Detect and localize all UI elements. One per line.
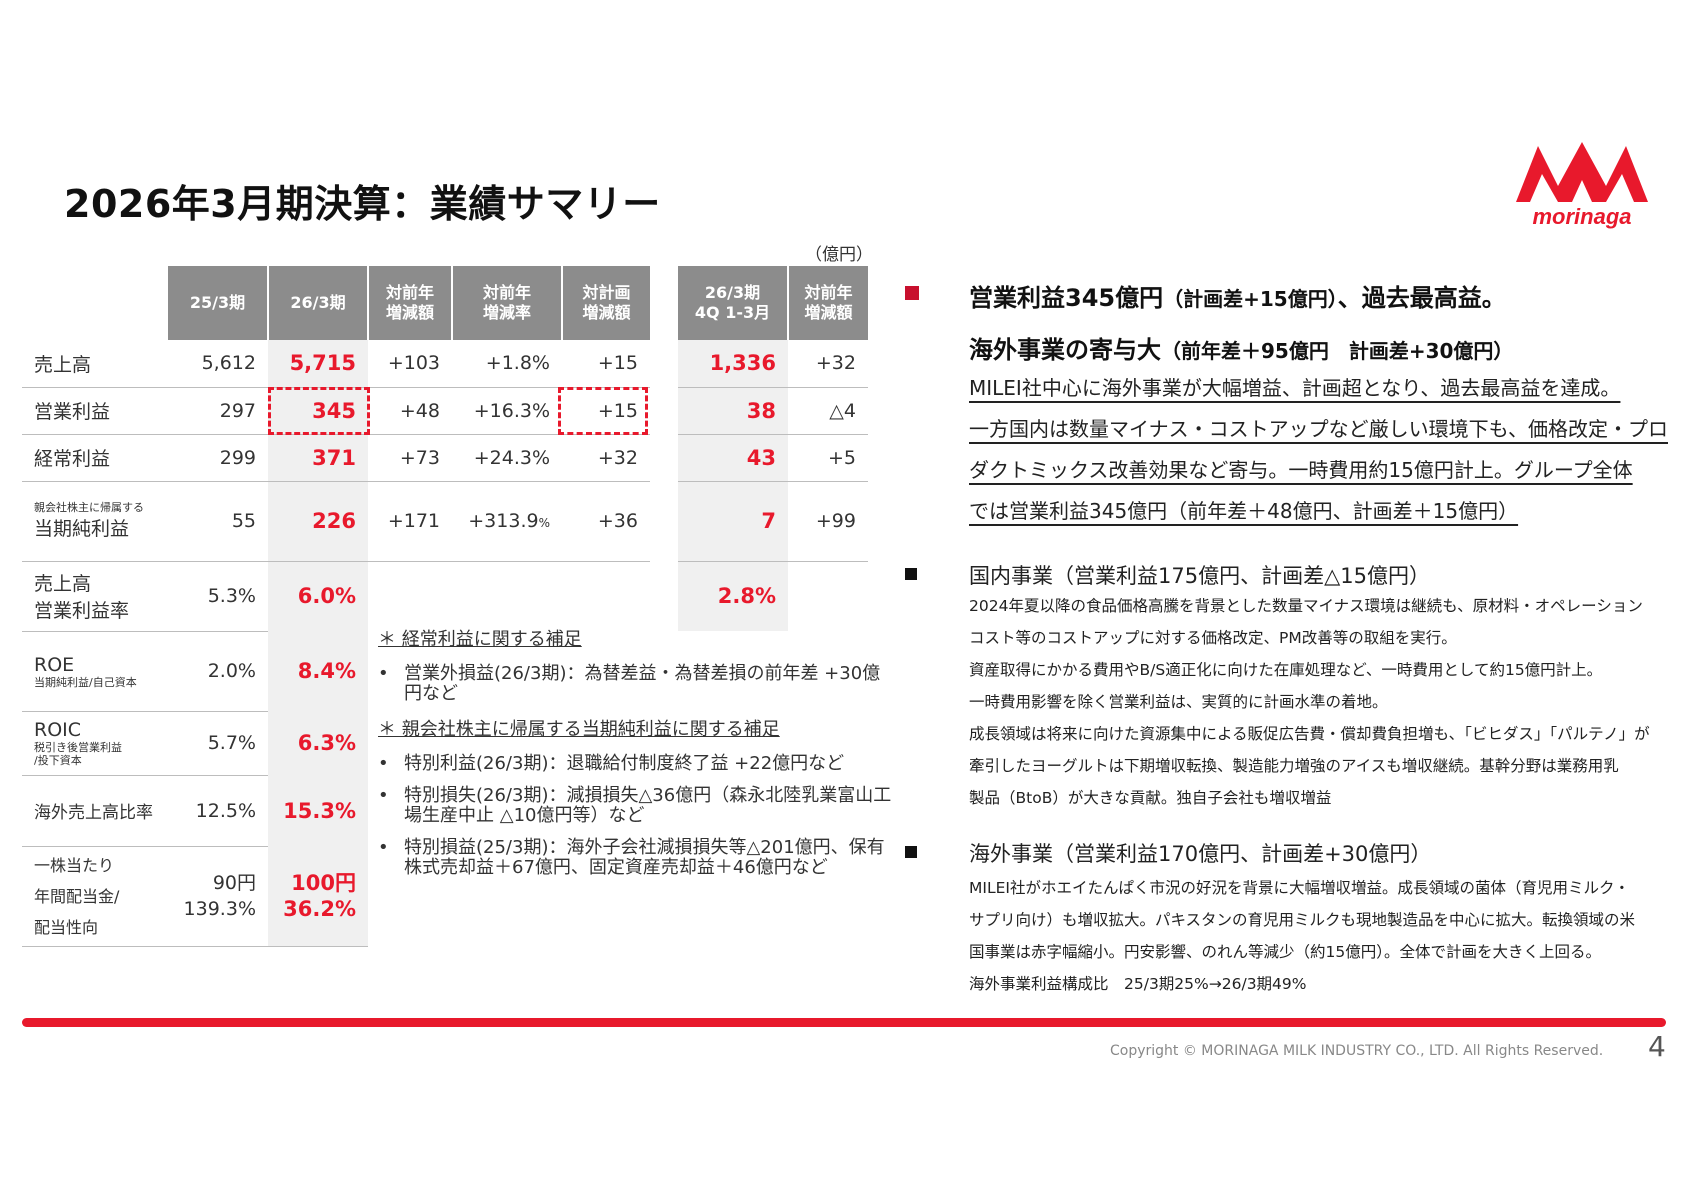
notes-block: ＊ 経常利益に関する補足 営業外損益(26/3期)：為替差益・為替差損の前年差 …	[378, 630, 898, 894]
table-row-ordinary: 経常利益 299 371 +73 +24.3% +32 43 +5	[22, 434, 868, 482]
black-square-bullet	[905, 568, 917, 580]
header-yoy-rate: 対前年 増減率	[451, 266, 562, 340]
unit-label: （億円）	[805, 245, 873, 265]
table-row-op: 営業利益 297 345 +48 +16.3% +15 38 △4	[22, 387, 868, 435]
highlight-op-vs-plan	[558, 387, 648, 435]
headline-1: 営業利益345億円（計画差+15億円）、過去最高益。	[969, 284, 1506, 312]
header-row: 25/3期 26/3期 対前年 増減額 対前年 増減率 対計画 増減額 26/3…	[22, 266, 868, 340]
logo-wordmark: morinaga	[1532, 204, 1631, 229]
header-q4: 26/3期 4Q 1-3月	[678, 266, 788, 340]
list-item: 特別損失(26/3期)：減損損失△36億円（森永北陸乳業富山工場生産中止 △10…	[378, 786, 898, 826]
table-row-dividend: 一株当たり 年間配当金/配当性向 90円 139.3% 100円 36.2%	[22, 846, 868, 947]
table-row-roe: ROE 当期純利益/自己資本 2.0% 8.4%	[22, 631, 868, 712]
copyright: Copyright © MORINAGA MILK INDUSTRY CO., …	[1110, 1043, 1604, 1059]
morinaga-logo: morinaga	[1516, 142, 1648, 229]
highlight-op-26-3	[268, 387, 370, 435]
list-item: 営業外損益(26/3期)：為替差益・為替差損の前年差 +30億円など	[378, 664, 898, 704]
header-yoy-amount: 対前年 増減額	[367, 266, 452, 340]
header-q4-yoy: 対前年 増減額	[787, 266, 868, 340]
page-title: 2026年3月期決算：業績サマリー	[64, 182, 661, 226]
header-26-3: 26/3期	[267, 266, 368, 340]
note-list-ordinary: 営業外損益(26/3期)：為替差益・為替差損の前年差 +30億円など	[378, 664, 898, 704]
headline-summary: MILEI社中心に海外事業が大幅増益、計画超となり、過去最高益を達成。 一方国内…	[969, 376, 1668, 523]
overseas-body: MILEI社がホエイたんぱく市況の好況を背景に大幅増収増益。成長領域の菌体（育児…	[969, 879, 1636, 993]
page-number: 4	[1648, 1030, 1666, 1063]
list-item: 特別損益(25/3期)：海外子会社減損損失等△201億円、保有株式売却益＋67億…	[378, 838, 898, 878]
table-row-sales: 売上高 5,612 5,715 +103 +1.8% +15 1,336 +32	[22, 340, 868, 388]
header-vs-plan: 対計画 増減額	[561, 266, 650, 340]
table-row-roic: ROIC 税引き後営業利益/投下資本 5.7% 6.3%	[22, 711, 868, 776]
black-square-bullet	[905, 846, 917, 858]
note-heading-net: ＊ 親会社株主に帰属する当期純利益に関する補足	[378, 719, 780, 740]
summary-table: 25/3期 26/3期 対前年 増減額 対前年 増減率 対計画 増減額 26/3…	[22, 266, 868, 947]
table-row-margin: 売上高 営業利益率 5.3% 6.0% 2.8%	[22, 561, 868, 632]
list-item: 特別利益(26/3期)：退職給付制度終了益 +22億円など	[378, 754, 898, 775]
note-list-net: 特別利益(26/3期)：退職給付制度終了益 +22億円など 特別損失(26/3期…	[378, 754, 898, 878]
domestic-body: 2024年夏以降の食品価格高騰を背景とした数量マイナス環境は継続も、原材料・オペ…	[969, 597, 1650, 807]
red-square-bullet	[905, 286, 919, 300]
header-25-3: 25/3期	[168, 266, 268, 340]
headline-2: 海外事業の寄与大（前年差＋95億円 計画差+30億円）	[969, 336, 1514, 364]
table-row-net: 親会社株主に帰属する 当期純利益 55 226 +171 +313.9% +36 …	[22, 481, 868, 562]
footer-red-bar	[22, 1018, 1666, 1027]
note-heading-ordinary: ＊ 経常利益に関する補足	[378, 629, 582, 650]
table-row-overseas: 海外売上高比率 12.5% 15.3%	[22, 775, 868, 847]
domestic-title: 国内事業（営業利益175億円、計画差△15億円）	[969, 564, 1430, 588]
overseas-title: 海外事業（営業利益170億円、計画差+30億円）	[969, 842, 1432, 866]
